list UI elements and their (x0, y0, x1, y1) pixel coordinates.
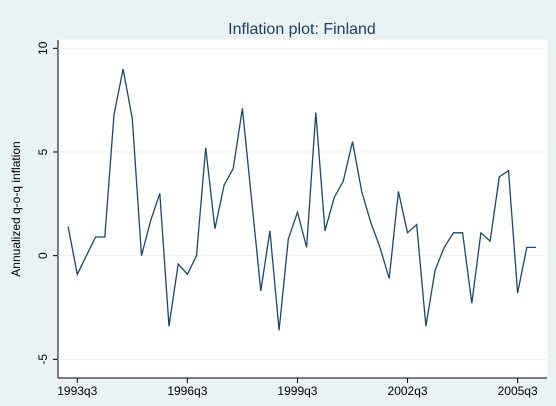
y-axis-label: Annualized q-o-q inflation (9, 141, 23, 276)
x-tick-label: 1993q3 (57, 384, 97, 398)
y-tick-label: 10 (36, 41, 50, 55)
x-tick-label: 2005q3 (498, 384, 538, 398)
x-tick-label: 2002q3 (388, 384, 428, 398)
line (67, 68, 536, 331)
x-tick-label: 1996q3 (167, 384, 207, 398)
x-tick-label: 1999q3 (277, 384, 317, 398)
chart-title: Inflation plot: Finland (228, 21, 376, 38)
y-tick-label: 0 (36, 252, 50, 259)
plot-area (57, 39, 548, 379)
y-tick-label: 5 (36, 148, 50, 155)
y-tick-label: -5 (36, 354, 50, 365)
